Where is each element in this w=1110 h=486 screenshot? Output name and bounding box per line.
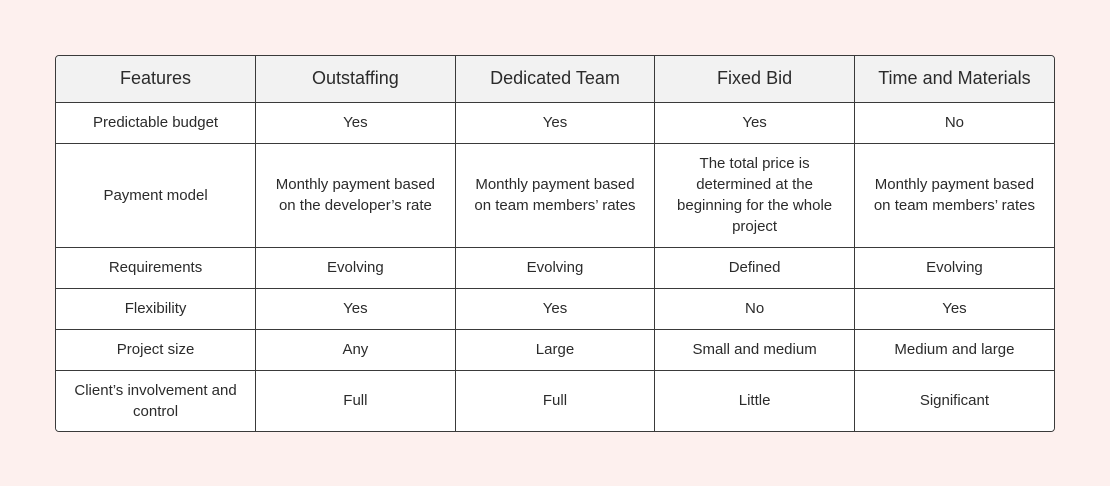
table-cell: Evolving [854,247,1054,289]
table-row-project-size: Project size Any Large Small and medium … [56,329,1054,371]
table-cell: Yes [255,102,456,144]
table-cell: Full [255,370,456,431]
row-feature-label: Client’s involvement and control [56,370,257,431]
row-feature-label: Payment model [56,143,257,248]
header-outstaffing: Outstaffing [255,56,456,103]
table-cell: Evolving [255,247,456,289]
row-feature-label: Flexibility [56,288,257,330]
row-feature-label: Project size [56,329,257,371]
header-time-and-materials: Time and Materials [854,56,1054,103]
table-row-client-involvement: Client’s involvement and control Full Fu… [56,370,1054,431]
table-cell: Yes [455,102,656,144]
table-cell: Monthly payment based on team members’ r… [455,143,656,248]
pricing-model-comparison-table: Features Outstaffing Dedicated Team Fixe… [56,56,1054,431]
comparison-table-container: Features Outstaffing Dedicated Team Fixe… [55,55,1055,432]
row-feature-label: Requirements [56,247,257,289]
table-cell: Small and medium [654,329,855,371]
table-cell: Yes [654,102,855,144]
table-cell: Any [255,329,456,371]
table-cell: Monthly payment based on the developer’s… [255,143,456,248]
table-cell: Defined [654,247,855,289]
row-feature-label: Predictable budget [56,102,257,144]
table-cell: Yes [854,288,1054,330]
header-dedicated-team: Dedicated Team [455,56,656,103]
table-cell: The total price is determined at the beg… [654,143,855,248]
table-row-payment-model: Payment model Monthly payment based on t… [56,143,1054,248]
table-header-row: Features Outstaffing Dedicated Team Fixe… [56,56,1054,103]
table-cell: Large [455,329,656,371]
table-cell: Monthly payment based on team members’ r… [854,143,1054,248]
table-cell: Evolving [455,247,656,289]
table-cell: Little [654,370,855,431]
table-row-flexibility: Flexibility Yes Yes No Yes [56,288,1054,330]
table-cell: Yes [255,288,456,330]
table-cell: Significant [854,370,1054,431]
header-fixed-bid: Fixed Bid [654,56,855,103]
table-cell: Medium and large [854,329,1054,371]
table-cell: Full [455,370,656,431]
header-features: Features [56,56,257,103]
table-cell: No [654,288,855,330]
table-row-predictable-budget: Predictable budget Yes Yes Yes No [56,102,1054,144]
table-cell: No [854,102,1054,144]
table-row-requirements: Requirements Evolving Evolving Defined E… [56,247,1054,289]
table-cell: Yes [455,288,656,330]
